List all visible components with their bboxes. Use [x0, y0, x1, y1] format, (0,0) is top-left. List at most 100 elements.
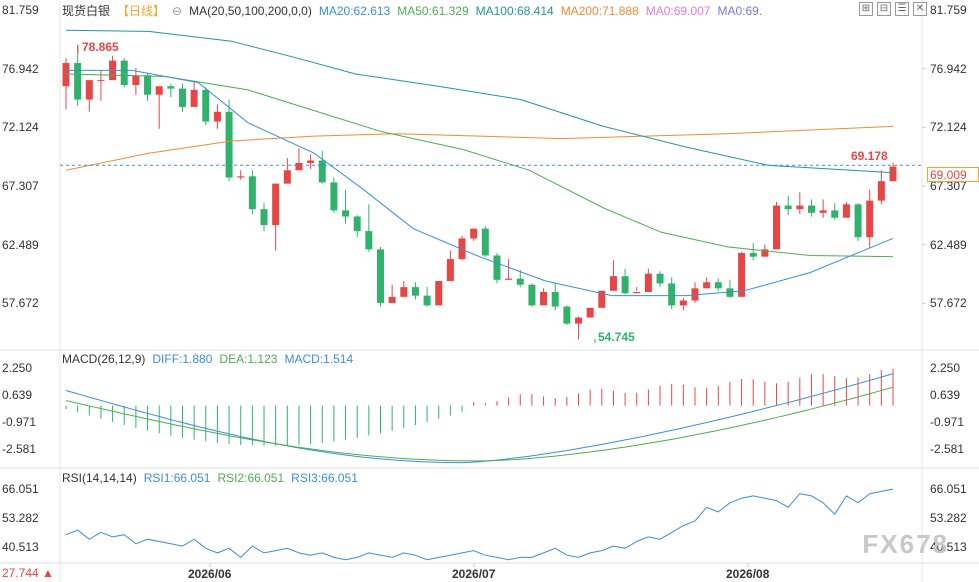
close-icon[interactable]: ✕: [913, 2, 927, 16]
candle-body: [877, 181, 885, 201]
candle-body: [586, 307, 594, 318]
candle-body: [458, 238, 466, 260]
candle-body: [248, 176, 256, 210]
price-tick-right: 62.489: [930, 237, 967, 252]
price-tick-right: 67.307: [930, 178, 967, 193]
macd-tick-left: 0.639: [2, 387, 33, 402]
rsi-value-1: RSI2:66.051: [217, 471, 285, 485]
low-marker: 54.745: [598, 330, 635, 344]
candle-body: [225, 111, 233, 178]
rsi-value-2: RSI3:66.051: [291, 471, 358, 485]
ma-value-0: MA20:62.613: [318, 3, 391, 18]
macd-parameters[interactable]: MACD(26,12,9): [62, 352, 146, 366]
rsi-tick-right: 66.051: [930, 481, 967, 496]
ma-values: MA20:62.613 MA50:61.329 MA100:68.414 MA200:…: [319, 4, 762, 18]
list-icon[interactable]: ☰: [895, 2, 909, 16]
candle-body: [773, 205, 781, 250]
candle-body: [528, 284, 536, 306]
candle-body: [796, 205, 804, 210]
candle-body: [295, 162, 303, 171]
candle-body: [493, 255, 501, 280]
candle-body: [283, 170, 291, 184]
candle-body: [784, 205, 792, 210]
rsi-values: RSI1:66.051 RSI2:66.051 RSI3:66.051: [144, 471, 358, 485]
candle-body: [307, 160, 315, 163]
watermark-logo: FX678: [862, 529, 949, 559]
macd-tick-left: -0.971: [2, 414, 37, 429]
candle-body: [656, 273, 664, 284]
candle-body: [644, 273, 652, 292]
candle-body: [260, 209, 268, 226]
candle-body: [470, 228, 478, 239]
macd-values: DIFF:1.880 DEA:1.123 MACD:1.514: [152, 352, 353, 366]
price-tick-left: 76.942: [2, 61, 39, 76]
rsi-line: [65, 488, 894, 561]
rsi-tick-left: 66.051: [2, 481, 39, 496]
price-tick-right: 76.942: [930, 61, 967, 76]
settings-icon[interactable]: ⊖: [172, 3, 183, 18]
current-price-tag: 69.009: [927, 167, 979, 182]
candle-body: [854, 204, 862, 238]
chart-toolbar: ⊞ ⊟ ☰ ✕: [859, 2, 927, 16]
time-tick-label: 2026/08: [726, 567, 770, 581]
price-tick-left: 57.672: [2, 296, 39, 311]
candle-body: [738, 253, 746, 297]
macd-value-0: DIFF:1.880: [152, 352, 213, 366]
candle-body: [831, 210, 839, 218]
ma-parameters[interactable]: MA(20,50,100,200,0,0): [189, 3, 312, 18]
candle-body: [435, 281, 443, 306]
ma-value-4: MA0:69.007: [645, 3, 711, 18]
candle-body: [202, 89, 210, 122]
candle-body: [598, 290, 606, 308]
candle-body: [516, 278, 524, 285]
ma-value-3: MA200:71.888: [560, 3, 639, 18]
ma-value-5: MA0:69.: [717, 3, 763, 18]
candle-body: [62, 63, 70, 87]
macd-tick-right: 0.639: [930, 387, 961, 402]
time-tick-label: 2026/07: [452, 567, 496, 581]
price-tick-right: 72.124: [930, 120, 967, 135]
macd-value-2: MACD:1.514: [284, 352, 354, 366]
price-tick-right: 57.672: [930, 296, 967, 311]
period-selector[interactable]: 【日线】: [117, 4, 166, 18]
candle-body: [423, 295, 431, 306]
candle-body: [132, 75, 140, 85]
time-tick-label: 2026/06: [188, 567, 232, 581]
candle-body: [155, 86, 163, 95]
bottom-left-value: 27.744 ▲: [2, 566, 54, 580]
candle-body: [376, 249, 384, 303]
rsi-tick-left: 53.282: [2, 511, 39, 526]
candle-body: [400, 287, 408, 297]
candle-body: [481, 228, 489, 256]
candle-body: [318, 160, 326, 183]
candle-body: [540, 291, 548, 306]
candle-body: [819, 210, 827, 213]
candle-body: [889, 166, 897, 182]
price-tick-right: 81.759: [930, 3, 967, 17]
ma20-line: [66, 69, 894, 297]
candle-body: [330, 182, 338, 211]
candle-body: [633, 291, 641, 294]
rsi-tick-right: 40.513: [930, 540, 967, 555]
dea-line: [65, 386, 894, 462]
candle-body: [85, 80, 93, 100]
candle-body: [272, 183, 280, 226]
expand-icon[interactable]: ⊞: [859, 2, 873, 16]
price-tick-left: 62.489: [2, 237, 39, 252]
rsi-parameters[interactable]: RSI(14,14,14): [62, 471, 137, 485]
candle-body: [807, 205, 815, 213]
macd-tick-right: 2.250: [930, 360, 961, 375]
ma50-line: [65, 73, 894, 258]
candle-body: [761, 249, 769, 257]
candle-body: [167, 86, 175, 89]
shrink-icon[interactable]: ⊟: [877, 2, 891, 16]
candle-body: [866, 200, 874, 238]
diff-line: [65, 373, 894, 464]
candle-body: [505, 278, 513, 280]
candle-body: [842, 204, 850, 218]
candle-body: [551, 291, 559, 307]
rsi-value-0: RSI1:66.051: [143, 471, 211, 485]
candle-body: [97, 80, 105, 82]
candle-body: [388, 296, 396, 303]
